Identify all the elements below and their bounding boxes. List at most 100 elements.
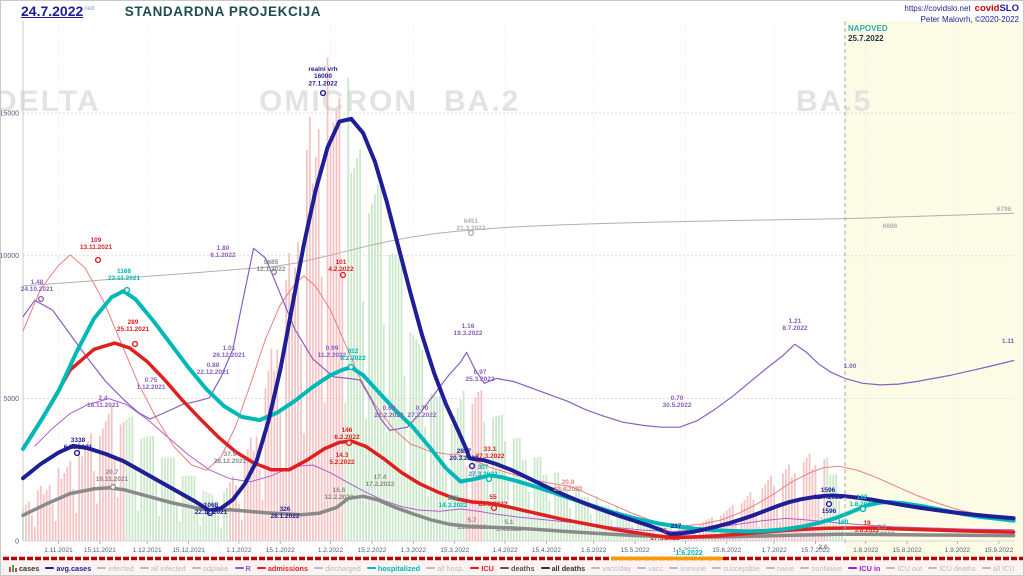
cases-bar <box>258 469 261 541</box>
cases-bar <box>604 505 607 541</box>
cases-bar <box>752 499 755 541</box>
legend-label: discharged <box>325 563 361 573</box>
annotation-marker <box>131 340 139 348</box>
forecast-date: 25.7.2022 <box>848 34 884 43</box>
author-credit: Peter Malovrh, ©2020-2022 <box>920 15 1019 25</box>
page-title: STANDARDNA PROJEKCIJA <box>124 4 322 19</box>
legend-item-cases[interactable]: cases <box>9 564 39 573</box>
legend-item-admissions[interactable]: admissions <box>256 564 308 573</box>
legend-item-vacc[interactable]: vacc <box>637 564 663 573</box>
cases-bar <box>835 474 838 541</box>
legend-item-odplake[interactable]: odplake <box>191 564 228 573</box>
cases-bar <box>137 510 140 541</box>
cases-bar <box>722 512 725 541</box>
cases-bar <box>430 393 432 541</box>
legend-item-icu-out[interactable]: ICU out <box>886 564 922 573</box>
cases-bar <box>22 508 24 541</box>
cases-bar <box>42 494 45 541</box>
cases-bar <box>421 349 424 541</box>
cases-bar <box>441 395 444 541</box>
cases-bar <box>84 448 86 541</box>
cases-bar <box>566 486 568 541</box>
legend-swatch <box>928 567 938 569</box>
legend-item-susceptible[interactable]: susceptible <box>712 564 760 573</box>
cases-bar <box>412 335 415 541</box>
legend-item-nonnaive[interactable]: nonNaive <box>800 564 842 573</box>
legend-swatch <box>886 567 896 569</box>
cases-bar <box>223 492 225 541</box>
cases-bar <box>252 450 255 541</box>
cases-bar <box>184 475 187 541</box>
cases-bar <box>625 513 628 541</box>
annotation-marker <box>490 504 498 512</box>
cases-bar <box>243 459 246 541</box>
cases-bar <box>462 390 465 541</box>
cases-bar <box>832 474 835 541</box>
legend-item-all-infected[interactable]: all infected <box>139 564 186 573</box>
annotation-label: 6451 21.3.2022 <box>457 218 486 232</box>
cases-bar <box>329 143 332 541</box>
x-axis-label: 1.9.2022 <box>945 547 971 554</box>
legend-item-all-deaths[interactable]: all deaths <box>540 564 585 573</box>
legend-item-infected[interactable]: infected <box>97 564 134 573</box>
annotation-marker <box>123 286 131 294</box>
legend-item-deaths[interactable]: deaths <box>499 564 535 573</box>
annotation-marker <box>319 89 327 97</box>
cases-bar <box>332 122 335 541</box>
legend-item-icu-deaths[interactable]: ICU deaths <box>928 564 976 573</box>
cases-bar <box>826 457 829 541</box>
annotation-label: 1.16 19.3.2022 <box>454 323 483 337</box>
cases-bar <box>229 482 231 541</box>
legend-item-all-icu[interactable]: all ICU <box>981 564 1015 573</box>
cases-bar <box>270 348 273 541</box>
cases-bar <box>578 485 580 541</box>
cases-bar <box>149 435 152 541</box>
cases-bar <box>158 516 160 541</box>
annotation-label: 0.70 27.2.2022 <box>408 405 437 419</box>
annotation-label: 1.21 8.7.2022 <box>782 318 808 332</box>
x-axis-label: 1.1.2022 <box>226 547 252 554</box>
cases-bar <box>276 349 279 541</box>
legend-item-all-hosp-[interactable]: all hosp. <box>426 564 464 573</box>
legend-item-naive[interactable]: naive <box>765 564 794 573</box>
watermark-omicron: OMICRON <box>259 85 418 118</box>
cases-bar <box>211 494 214 541</box>
chart-header: 24.7.2022ned STANDARDNA PROJEKCIJA <box>21 3 321 21</box>
cases-bar <box>294 267 296 541</box>
cases-bar <box>598 505 601 541</box>
legend-swatch <box>470 567 480 569</box>
cases-bar <box>495 416 498 541</box>
cases-bar <box>439 395 441 541</box>
legend-item-vacc-day[interactable]: vacc/day <box>591 564 631 573</box>
annotation-marker <box>73 449 81 457</box>
legend-item-avg-cases[interactable]: avg.cases <box>45 564 91 573</box>
cases-bar <box>471 403 474 541</box>
cases-bar <box>814 464 817 541</box>
cases-bar <box>536 457 539 541</box>
annotation-label: 0.88 22.12.2021 <box>197 362 230 376</box>
cases-bar <box>101 428 104 541</box>
annotation-label: 0.68 21.2.2022 <box>375 405 404 419</box>
cases-bar <box>326 57 329 541</box>
legend-item-discharged[interactable]: discharged <box>314 564 361 573</box>
cases-bar <box>586 496 589 541</box>
cases-bar <box>699 523 702 541</box>
cases-bar <box>545 474 548 541</box>
cases-bar <box>356 158 359 541</box>
legend-item-hospitalized[interactable]: hospitalized <box>366 564 420 573</box>
cases-bar <box>347 77 350 541</box>
legend-item-immune[interactable]: immune <box>669 564 706 573</box>
legend-item-icu-in[interactable]: ICU in <box>848 564 880 573</box>
cases-bar <box>424 427 427 541</box>
series-line-all-deaths <box>22 212 1015 287</box>
site-url-link[interactable]: https://covidslo.net <box>904 4 971 13</box>
legend-item-icu[interactable]: ICU <box>470 564 494 573</box>
cases-bar <box>305 149 308 542</box>
legend-label: nonNaive <box>811 563 843 573</box>
annotation-label: 101 4.2.2022 <box>328 259 354 273</box>
cases-bar <box>489 504 492 541</box>
legend-swatch <box>314 567 324 569</box>
annotation-label: 0.75 1.12.2021 <box>137 377 166 391</box>
legend-item-r[interactable]: R <box>234 564 251 573</box>
cases-bar <box>477 391 480 541</box>
